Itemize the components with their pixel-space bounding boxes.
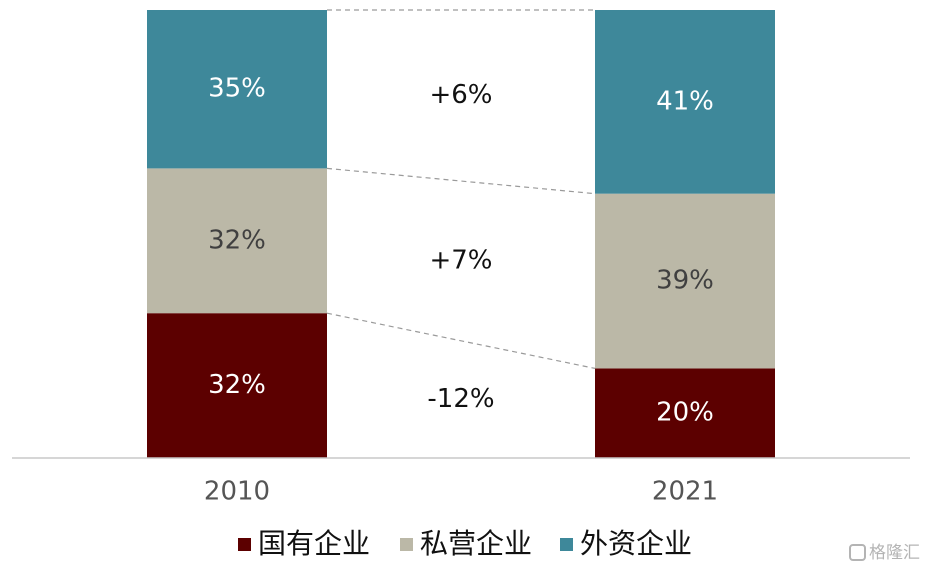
- legend-label: 外资企业: [580, 527, 692, 560]
- watermark-text: 格隆汇: [869, 543, 920, 563]
- connector-line: [326, 312, 596, 369]
- change-label: +7%: [429, 245, 492, 275]
- legend-swatch: [400, 538, 413, 551]
- x-tick-label: 2021: [652, 477, 718, 507]
- data-label: 32%: [208, 225, 266, 255]
- change-label: +6%: [429, 80, 492, 110]
- bar-segment-3-2021: [595, 10, 775, 194]
- bar-segment-2-2021: [595, 193, 775, 369]
- x-tick-label: 2010: [204, 477, 270, 507]
- bar-segment-2-2010: [147, 168, 327, 314]
- legend-label: 国有企业: [258, 527, 370, 560]
- legend-swatch: [238, 538, 251, 551]
- change-labels: -12% +7% +6%: [427, 80, 494, 414]
- legend-swatch: [560, 538, 573, 551]
- connector-line: [326, 167, 596, 195]
- data-label: 39%: [656, 266, 714, 296]
- watermark-logo-icon: [849, 544, 866, 561]
- change-label: -12%: [427, 384, 494, 414]
- data-label: 32%: [208, 370, 266, 400]
- data-label: 20%: [656, 398, 714, 428]
- x-axis-ticks: 2010 2021: [204, 477, 718, 507]
- bar-group: 32% 32% 35% 20% 39% 41%: [147, 10, 775, 458]
- legend-label: 私营企业: [420, 527, 532, 560]
- bar-segment-1-2021: [595, 368, 775, 458]
- legend: 国有企业 私营企业 外资企业: [238, 527, 692, 560]
- connector-lines: [326, 9, 596, 369]
- data-label: 41%: [656, 86, 714, 116]
- data-label: 35%: [208, 74, 266, 104]
- bar-segment-1-2010: [147, 313, 327, 458]
- watermark: 格隆汇: [849, 543, 920, 563]
- bar-segment-3-2010: [147, 10, 327, 169]
